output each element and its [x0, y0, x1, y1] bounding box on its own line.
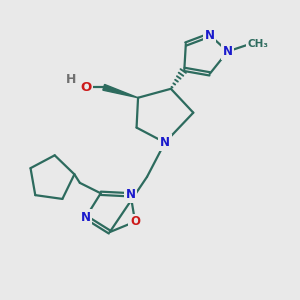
- Text: CH₃: CH₃: [248, 39, 268, 49]
- Text: N: N: [126, 188, 136, 201]
- Text: O: O: [130, 215, 140, 228]
- Text: N: N: [160, 136, 170, 149]
- Polygon shape: [103, 84, 138, 98]
- Text: H: H: [66, 73, 76, 86]
- Text: N: N: [81, 211, 91, 224]
- Text: O: O: [80, 81, 92, 94]
- Text: N: N: [223, 45, 232, 58]
- Text: N: N: [205, 28, 215, 41]
